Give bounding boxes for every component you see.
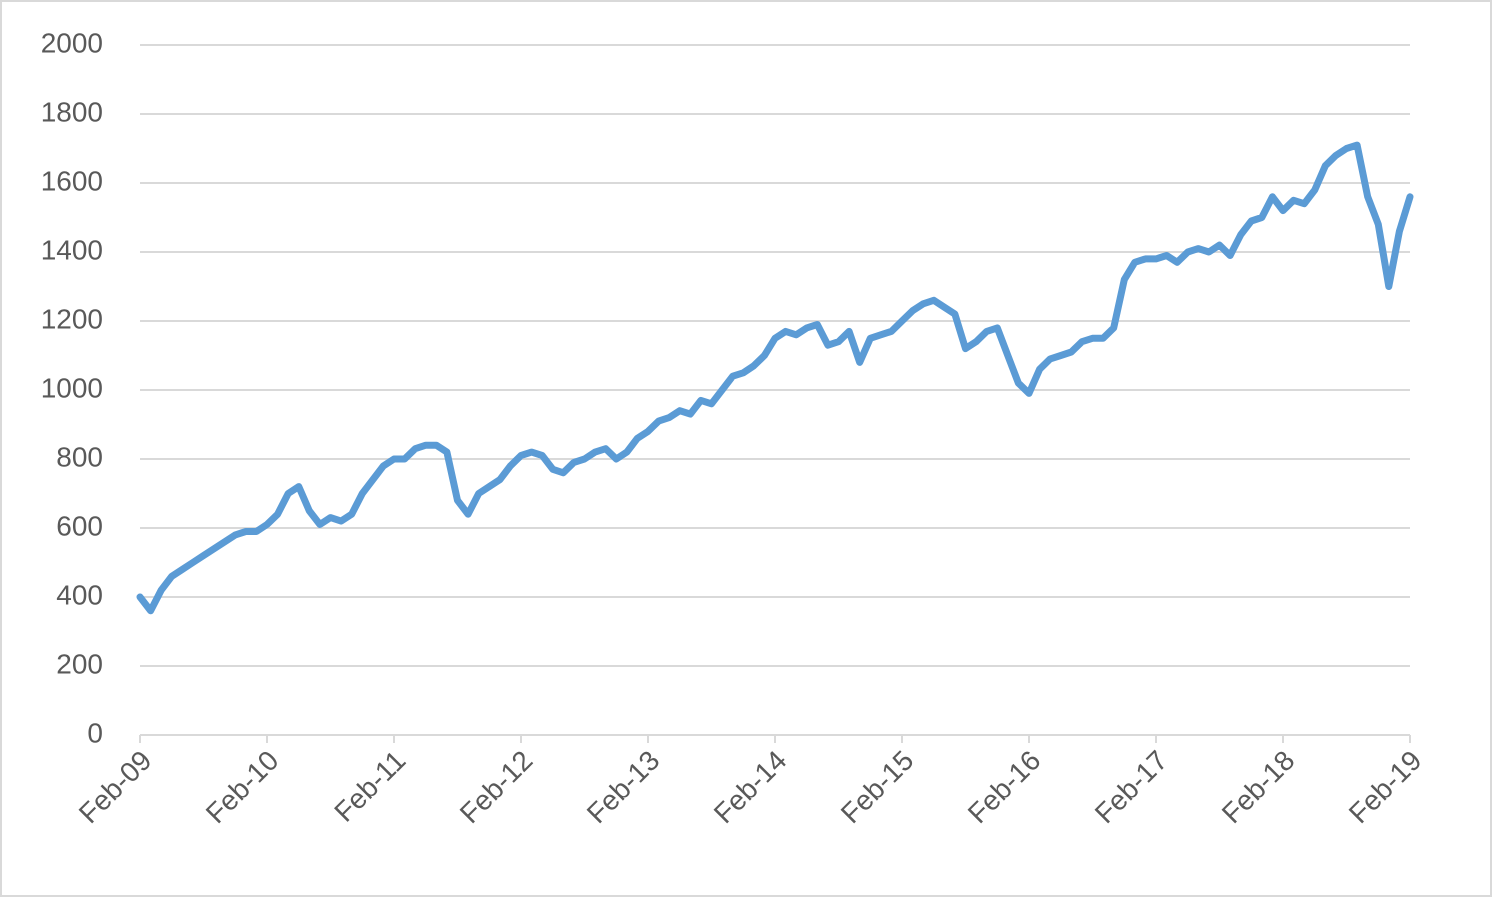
y-tick-label: 0	[87, 717, 103, 748]
y-tick-label: 400	[56, 579, 103, 610]
y-tick-label: 200	[56, 648, 103, 679]
y-tick-label: 2000	[41, 27, 103, 58]
y-tick-label: 600	[56, 510, 103, 541]
data-line	[136, 141, 1414, 615]
y-tick-label: 1200	[41, 303, 103, 334]
y-tick-label: 1800	[41, 96, 103, 127]
y-tick-label: 800	[56, 441, 103, 472]
y-tick-label: 1600	[41, 165, 103, 196]
y-tick-label: 1400	[41, 234, 103, 265]
y-tick-label: 1000	[41, 372, 103, 403]
